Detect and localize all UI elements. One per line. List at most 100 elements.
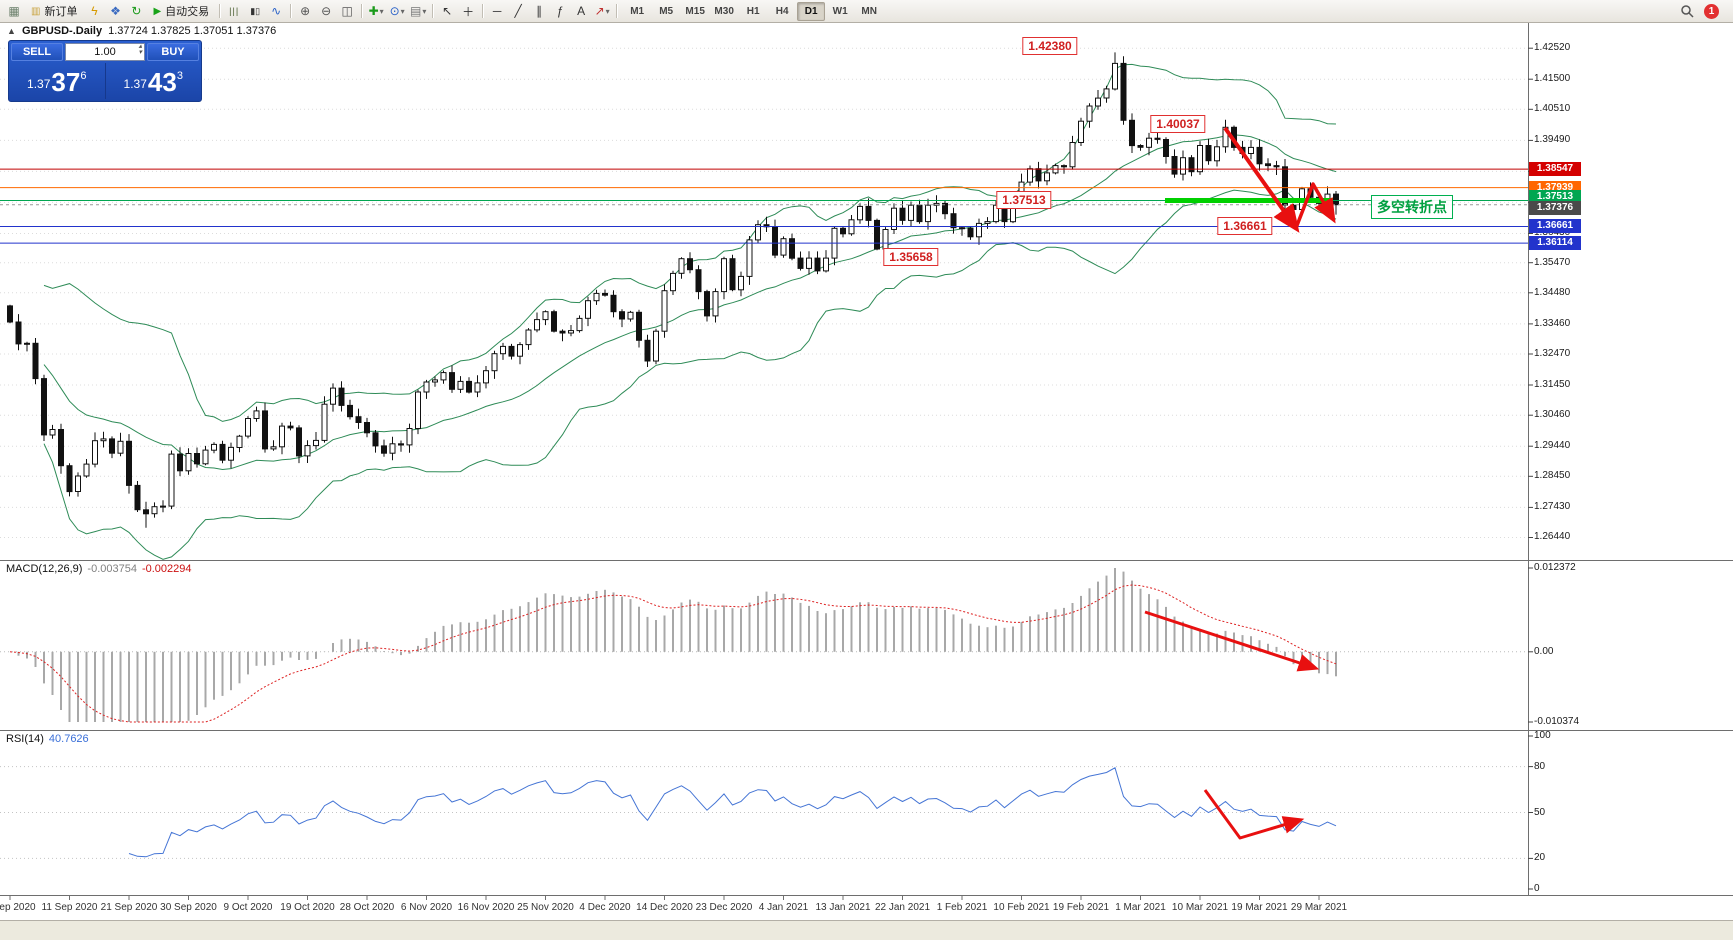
rsi-axis-tick: 80 [1534,760,1546,772]
autotrading-icon: ▶ [153,5,162,17]
date-axis-label: 22 Jan 2021 [874,902,931,913]
one-click-panel-toggle[interactable]: ▲ [7,26,16,36]
axis-price-marker: 1.36114 [1529,236,1581,251]
axis-price-tick: 1.32470 [1534,347,1571,359]
sell-price-sup: 6 [80,70,87,82]
date-axis-label: 19 Oct 2020 [280,902,335,913]
sell-price[interactable]: 1.37 37 6 [9,63,105,99]
axis-price-tick: 1.33460 [1534,317,1571,329]
price-text-label[interactable]: 1.40037 [1150,115,1206,133]
indicators-icon[interactable]: ✚ ▾ [368,4,384,18]
buy-price[interactable]: 1.37 43 3 [104,63,202,99]
lot-increase-icon[interactable]: ▴ [138,43,142,50]
timeframe-m15[interactable]: M15 [685,5,705,17]
zoom-in-icon[interactable]: ⊕ [300,4,311,18]
date-axis-label: 19 Mar 2021 [1231,902,1288,913]
macd-axis-tick: -0.010374 [1534,716,1580,727]
axis-price-tick: 1.35470 [1534,256,1571,268]
templates-icon[interactable]: ▤ ▾ [409,4,427,18]
timeframe-mn[interactable]: MN [861,5,877,17]
channel-tool-icon[interactable]: ∥ [536,4,543,18]
timeframe-h4[interactable]: H4 [775,5,789,17]
indicators-dropdown-icon[interactable]: ▾ [379,6,384,16]
tile-windows-icon[interactable]: ◫ [341,4,353,18]
date-axis-label: 1 Feb 2021 [936,902,988,913]
lot-size-input[interactable]: 1.00 ▴ ▾ [65,43,145,61]
axis-price-tick: 1.42520 [1534,42,1571,54]
lot-decrease-icon[interactable]: ▾ [138,49,142,56]
macd-axis-tick: 0.012372 [1534,562,1576,573]
rsi-name: RSI(14) [6,733,44,745]
date-axis-label: 29 Mar 2021 [1290,902,1348,913]
timeframe-m5[interactable]: M5 [659,5,674,17]
new-order-label: 新订单 [44,6,78,18]
rsi-axis-tick: 50 [1534,806,1546,818]
toolbar-separator [432,4,434,18]
cursor-icon[interactable]: ↖ [442,4,453,18]
macd-main-value: -0.003754 [87,563,137,575]
trade-panel-prices: 1.37 37 6 1.37 43 3 [9,63,201,99]
fibonacci-tool-icon[interactable]: ƒ [556,4,564,18]
profiles-icon[interactable]: ❖ [110,4,121,18]
metaeditor-icon[interactable]: ϟ [91,4,98,18]
periods-menu-dropdown-icon[interactable]: ▾ [400,6,405,16]
text-tool-icon[interactable]: A [577,4,586,18]
lot-spinner[interactable]: ▴ ▾ [138,43,142,56]
search-icon[interactable] [1677,2,1697,20]
hline-tool-icon[interactable]: ─ [492,4,502,18]
macd-name: MACD(12,26,9) [6,563,83,575]
price-text-label[interactable]: 1.35658 [883,248,939,266]
date-axis-label: 4 Dec 2020 [579,902,631,913]
date-axis-label: 4 Jan 2021 [758,902,809,913]
macd-indicator-label: MACD(12,26,9) -0.003754 -0.002294 [6,563,192,575]
turning-point-label[interactable]: 多空转折点 [1371,195,1453,219]
timeframe-m1[interactable]: M1 [630,5,645,17]
crosshair-icon[interactable]: ＋ [462,4,475,19]
date-axis-label: 30 Sep 2020 [160,902,217,913]
rsi-indicator-label: RSI(14) 40.7626 [6,733,89,745]
axis-price-tick: 1.28450 [1534,470,1571,482]
arrows-tool-icon[interactable]: ↗ ▾ [594,4,610,18]
date-axis-label: 23 Dec 2020 [695,902,753,913]
sell-button[interactable]: SELL [11,43,63,61]
toolbar-separator [482,4,484,18]
date-axis-label: 28 Oct 2020 [339,902,395,913]
timeframe-m30[interactable]: M30 [714,5,734,17]
timeframe-toolbar: M1 M5 M15 M30 H1 H4 D1 W1 MN [623,1,883,21]
price-text-label[interactable]: 1.42380 [1022,37,1078,55]
refresh-experts-icon[interactable]: ↻ [131,4,142,18]
rsi-axis-tick: 0 [1534,883,1540,894]
zoom-out-icon[interactable]: ⊖ [321,4,332,18]
arrows-tool-dropdown-icon[interactable]: ▾ [605,6,610,16]
trendline-tool-icon[interactable]: ╱ [514,4,522,18]
date-axis-label: 19 Feb 2021 [1052,902,1110,913]
notification-badge[interactable]: 1 [1704,3,1719,19]
buy-button[interactable]: BUY [147,43,199,61]
date-axis-label: 2 Sep 2020 [0,902,36,913]
line-chart-mode-icon[interactable]: ∿ [271,4,282,18]
bar-chart-mode-icon[interactable]: ||| [229,6,240,16]
templates-dropdown-icon[interactable]: ▾ [422,6,427,16]
candlestick-mode-icon[interactable]: ▮▯ [250,5,261,16]
rsi-axis-tick: 100 [1534,730,1551,741]
new-order-button[interactable]: ▥ 新订单 [25,2,83,20]
timeframe-d1[interactable]: D1 [797,1,826,21]
axis-price-marker: 1.37376 [1529,200,1581,215]
autotrading-button[interactable]: ▶ 自动交易 [147,2,215,20]
price-text-label[interactable]: 1.36661 [1217,217,1273,235]
trade-panel-controls: SELL 1.00 ▴ ▾ BUY [9,41,201,63]
price-text-label[interactable]: 1.37513 [996,191,1052,209]
toolbar: ▦ ▥ 新订单 ϟ ❖ ↻ ▶ 自动交易 ||| ▮▯ ∿ ⊕ ⊖ ◫ ✚ ▾ ⊙ ▾ ▤ ▾ ↖ ＋ ─ ╱ ∥ ƒ A ↗ ▾ M1 M… [0,0,1733,23]
timeframe-w1[interactable]: W1 [832,5,848,17]
timeframe-h1[interactable]: H1 [746,5,760,17]
lot-size-value: 1.00 [94,46,116,58]
buy-price-sup: 3 [176,70,183,82]
new-chart-icon[interactable]: ▦ [8,4,20,18]
axis-price-tick: 1.40510 [1534,103,1571,115]
axis-price-tick: 1.30460 [1534,409,1571,421]
periods-menu-icon[interactable]: ⊙ ▾ [389,4,405,18]
date-axis-label: 14 Dec 2020 [636,902,693,913]
axis-price-tick: 1.31450 [1534,379,1571,391]
